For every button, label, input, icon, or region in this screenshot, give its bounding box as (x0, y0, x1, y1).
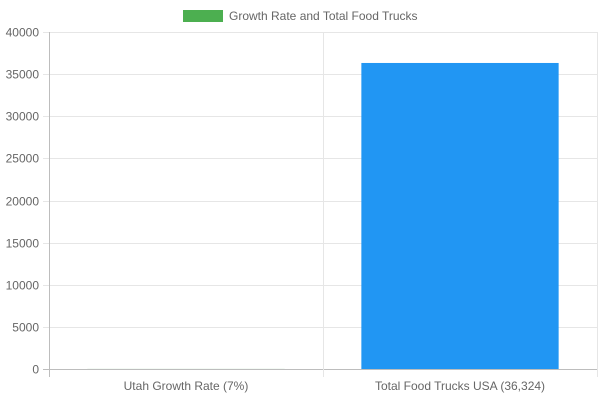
x-axis-ticks: Utah Growth Rate (7%) Total Food Trucks U… (124, 379, 545, 393)
y-tick-label: 15000 (6, 237, 40, 251)
y-tick-label: 25000 (6, 152, 40, 166)
y-tick-label: 20000 (6, 195, 40, 209)
y-tick-label: 5000 (12, 321, 39, 335)
legend[interactable]: Growth Rate and Total Food Trucks (183, 9, 418, 23)
x-tick-label: Total Food Trucks USA (36,324) (375, 379, 545, 393)
grid (43, 32, 598, 377)
y-axis-ticks: 0 5000 10000 15000 20000 25000 30000 35000 40000 (6, 26, 40, 377)
legend-swatch (183, 10, 223, 22)
legend-label: Growth Rate and Total Food Trucks (229, 9, 418, 23)
y-tick-label: 30000 (6, 110, 40, 124)
bar[interactable] (361, 62, 559, 369)
x-tick-label: Utah Growth Rate (7%) (124, 379, 249, 393)
y-tick-label: 10000 (6, 279, 40, 293)
bars (87, 62, 559, 369)
y-tick-label: 0 (32, 363, 39, 377)
y-tick-label: 40000 (6, 26, 40, 40)
y-tick-label: 35000 (6, 68, 40, 82)
